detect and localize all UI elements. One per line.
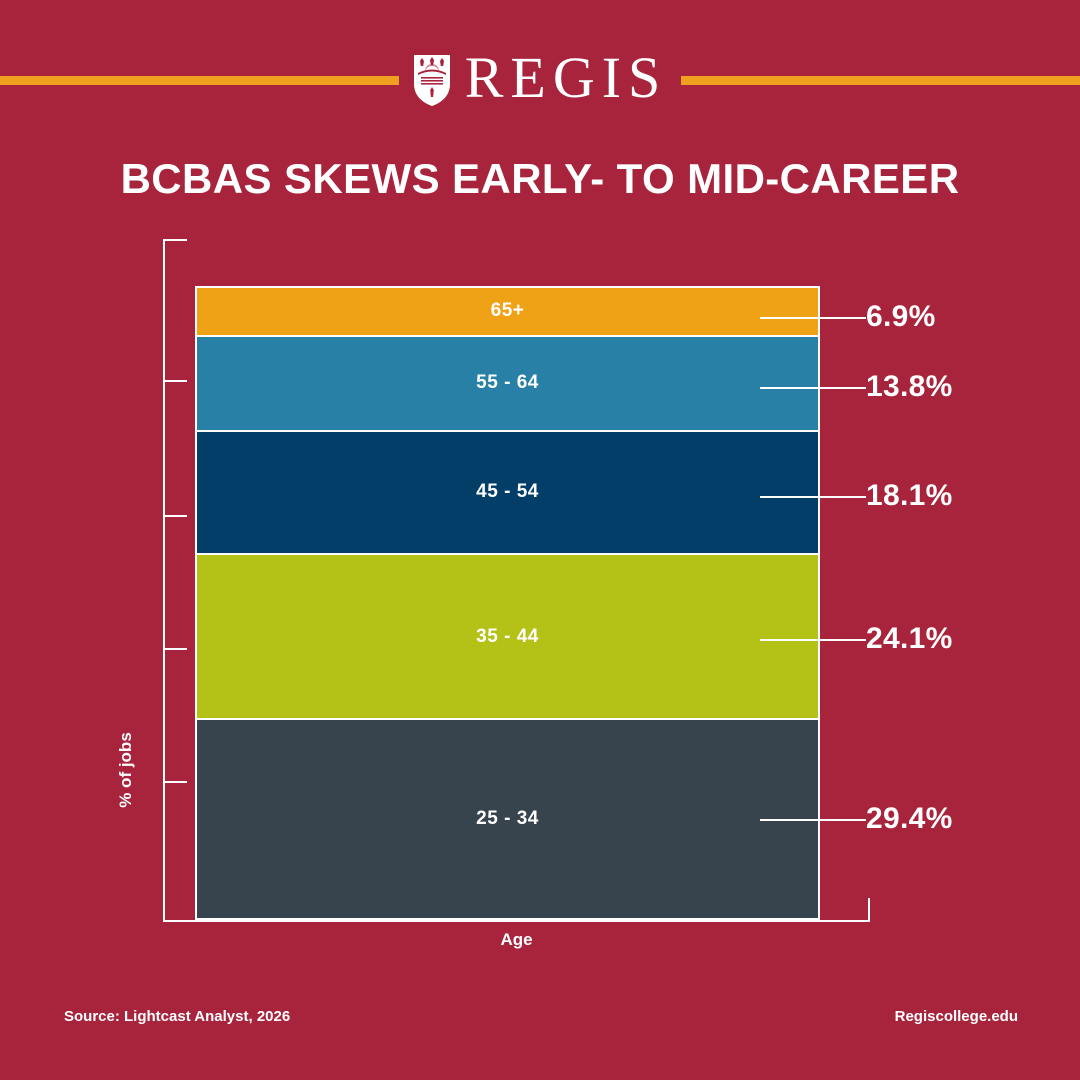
bar-segment-25-34[interactable]: 25 - 34: [195, 717, 820, 920]
y-axis-line: [163, 239, 165, 922]
regis-logo: REGIS: [398, 45, 682, 111]
x-axis-tick-left: [163, 898, 165, 922]
website-label[interactable]: Regiscollege.edu: [894, 1008, 1018, 1025]
regis-shield-crest-icon: [413, 54, 450, 106]
regis-wordmark: REGIS: [464, 45, 668, 110]
chart-container: % of jobs Age 65+ 55 - 64 45 - 54 35 - 4…: [0, 230, 1080, 950]
bar-segment-35-44[interactable]: 35 - 44: [195, 553, 820, 720]
page-title: BCBAS SKEWS EARLY- TO MID-CAREER: [120, 155, 960, 202]
x-axis-line: [163, 920, 870, 922]
y-axis-tick: [163, 239, 187, 241]
bar-segment-55-64[interactable]: 55 - 64: [195, 334, 820, 432]
y-axis-tick: [163, 781, 187, 783]
leader-line: [760, 639, 866, 641]
stacked-bar-column: 65+ 55 - 64 45 - 54 35 - 44 25 - 34: [195, 286, 820, 920]
value-label-35-44: 24.1%: [866, 622, 953, 655]
value-label-55-64: 13.8%: [866, 370, 953, 403]
y-axis-label: % of jobs: [116, 732, 135, 808]
value-label-25-34: 29.4%: [866, 802, 953, 835]
bar-segment-label: 55 - 64: [476, 372, 539, 393]
y-axis-tick: [163, 515, 187, 517]
x-axis-label: Age: [500, 930, 533, 949]
bar-segment-label: 25 - 34: [476, 807, 539, 829]
gold-rule-left: [0, 75, 399, 85]
gold-rule-right: [681, 75, 1080, 85]
x-axis-tick-right: [868, 898, 870, 922]
y-axis-tick: [163, 380, 187, 382]
y-axis-tick: [163, 648, 187, 650]
brand-header: REGIS: [0, 40, 1080, 120]
bar-segment-label: 35 - 44: [476, 625, 539, 647]
leader-line: [760, 387, 866, 389]
leader-line: [760, 819, 866, 821]
bar-segment-label: 65+: [490, 300, 525, 322]
leader-line: [760, 317, 866, 319]
value-label-65-plus: 6.9%: [866, 300, 936, 333]
bar-segment-45-54[interactable]: 45 - 54: [195, 429, 820, 556]
bar-segment-label: 45 - 54: [476, 481, 539, 503]
value-label-45-54: 18.1%: [866, 479, 953, 512]
source-attribution: Source: Lightcast Analyst, 2026: [64, 1008, 291, 1025]
leader-line: [760, 496, 866, 498]
bar-segment-65-plus[interactable]: 65+: [195, 286, 820, 337]
